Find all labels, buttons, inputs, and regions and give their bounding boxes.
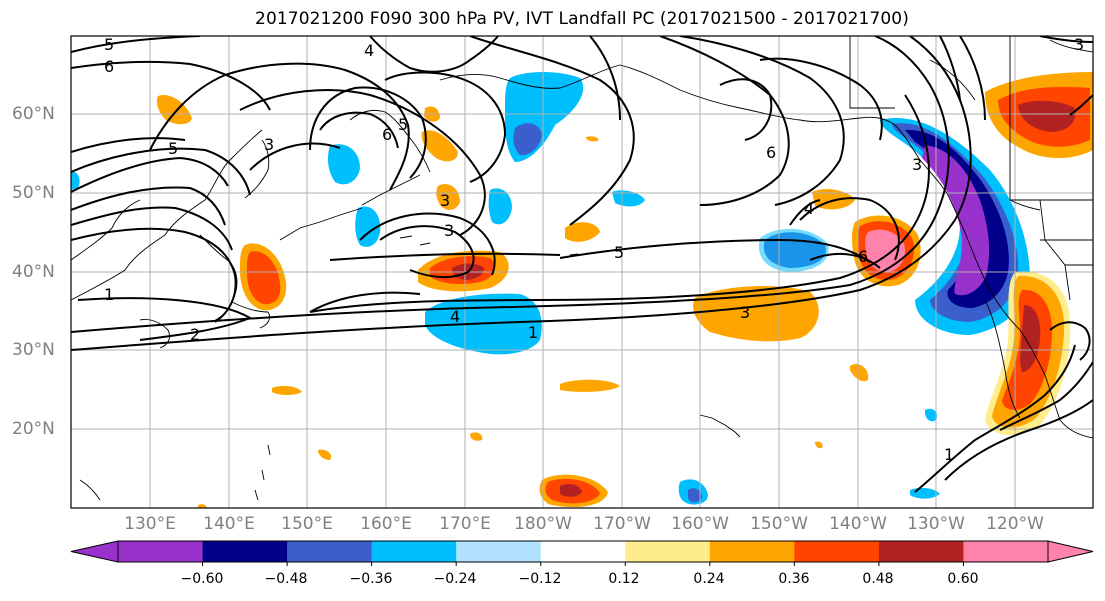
colorbar-segment <box>118 541 204 562</box>
lon-label-180w: 180°W <box>514 514 572 534</box>
colorbar-segment <box>202 541 288 562</box>
lon-label-140w: 140°W <box>829 514 887 534</box>
shade-nepac2-cyan <box>612 190 645 207</box>
colorbar-tick-label: −0.60 <box>180 571 224 587</box>
shade-sub-or7 <box>815 441 823 449</box>
shade-sub-or6 <box>586 136 599 142</box>
shade-westcoast-purple <box>922 145 990 296</box>
colorbar-tick-label: −0.36 <box>349 571 393 587</box>
colorbar-extend-high <box>1047 540 1094 563</box>
colorbar-tick-label: 0.48 <box>862 571 894 587</box>
plot-frame <box>70 35 1094 509</box>
colorbar-segment <box>456 541 542 562</box>
contour-label: 6 <box>104 57 114 76</box>
lat-label-40n: 40°N <box>12 262 55 282</box>
contour-labels: 5 6 4 3 5 6 5 3 3 5 1 2 4 1 5 3 4 6 3 6 … <box>104 35 1084 464</box>
lat-label-30n: 30°N <box>12 340 55 360</box>
shade-sub-or1 <box>272 385 302 395</box>
shade-south-dark <box>560 484 582 497</box>
shade-aleut2-orange <box>436 183 460 210</box>
colorbar-extend-low <box>70 540 119 563</box>
contour-label: 4 <box>364 41 374 60</box>
contour-label: 5 <box>398 115 408 134</box>
contour-label: 4 <box>450 307 460 326</box>
contour-label: 4 <box>804 199 814 218</box>
shade-hawaii-cyan <box>758 228 829 272</box>
lat-label-50n: 50°N <box>12 183 55 203</box>
shade-aleut-cyan <box>488 188 512 225</box>
shade-japan-cyan <box>71 171 80 190</box>
lon-label-150e: 150°E <box>281 514 333 534</box>
colorbar-frame <box>117 540 1049 563</box>
colorbar-tick-label: −0.24 <box>433 571 477 587</box>
shade-sub-blue1 <box>688 488 702 503</box>
lon-label-170e: 170°E <box>439 514 491 534</box>
colorbar-segment <box>371 541 457 562</box>
contour-label: 3 <box>440 191 450 210</box>
gridlines <box>71 36 1093 508</box>
shade-sub-or5 <box>318 449 332 460</box>
lon-label-160w: 160°W <box>671 514 729 534</box>
pv-contours <box>71 36 1093 493</box>
colorbar-segment <box>625 541 711 562</box>
lat-label-60n: 60°N <box>12 104 55 124</box>
contour-label: 3 <box>1074 35 1084 54</box>
colorbar <box>70 540 1094 566</box>
coastlines <box>71 64 1093 501</box>
contour-label: 6 <box>382 125 392 144</box>
colorbar-tick-label: −0.12 <box>518 571 562 587</box>
shade-kamchatka-cyan <box>327 144 360 185</box>
shade-sub-or2 <box>560 379 620 392</box>
contour-label: 3 <box>444 221 454 240</box>
contour-label: 1 <box>104 285 114 304</box>
contour-label: 5 <box>614 243 624 262</box>
shade-sub-or3 <box>850 363 869 382</box>
contour-label: 5 <box>104 35 114 54</box>
lon-label-120w: 120°W <box>986 514 1044 534</box>
contour-label: 1 <box>528 323 538 342</box>
shade-sakhalin-orange <box>156 94 192 125</box>
contour-label: 6 <box>858 247 868 266</box>
colorbar-segment <box>878 541 964 562</box>
lon-label-130w: 130°W <box>907 514 965 534</box>
shade-kuril-cyan <box>355 206 381 247</box>
colorbar-tick-label: 0.12 <box>608 571 640 587</box>
shade-sub-cyan2 <box>924 408 938 422</box>
contour-label: 5 <box>168 139 178 158</box>
colorbar-segment <box>963 541 1049 562</box>
colorbar-segment <box>794 541 880 562</box>
lon-label-150w: 150°W <box>750 514 808 534</box>
shade-bering-blue <box>513 123 542 156</box>
colorbar-tick-label: 0.24 <box>693 571 725 587</box>
shade-bering2-orange <box>421 130 458 162</box>
contour-label: 2 <box>190 325 200 344</box>
colorbar-segment <box>287 541 373 562</box>
shade-canada-dark <box>1018 100 1076 132</box>
colorbar-segment <box>540 541 626 562</box>
colorbar-tick-label: 0.60 <box>947 571 979 587</box>
contour-label: 6 <box>766 143 776 162</box>
shade-jet-orange <box>693 286 819 342</box>
contour-label: 3 <box>264 135 274 154</box>
lat-label-20n: 20°N <box>12 419 55 439</box>
shade-aleut3-orange <box>565 222 600 242</box>
lon-label-130e: 130°E <box>124 514 176 534</box>
colorbar-tick-label: 0.36 <box>778 571 810 587</box>
lon-label-140e: 140°E <box>203 514 255 534</box>
contour-label: 3 <box>740 303 750 322</box>
shade-sub-or8 <box>198 504 207 508</box>
shade-sub-or4 <box>470 432 483 441</box>
shade-japan-red <box>247 251 281 305</box>
anomaly-shading <box>71 72 1093 508</box>
colorbar-tick-label: −0.48 <box>264 571 308 587</box>
colorbar-segment <box>709 541 795 562</box>
lon-label-160e: 160°E <box>360 514 412 534</box>
figure-title: 2017021200 F090 300 hPa PV, IVT Landfall… <box>255 9 909 29</box>
contour-label: 1 <box>944 445 954 464</box>
lon-label-170w: 170°W <box>593 514 651 534</box>
contour-label: 3 <box>912 155 922 174</box>
